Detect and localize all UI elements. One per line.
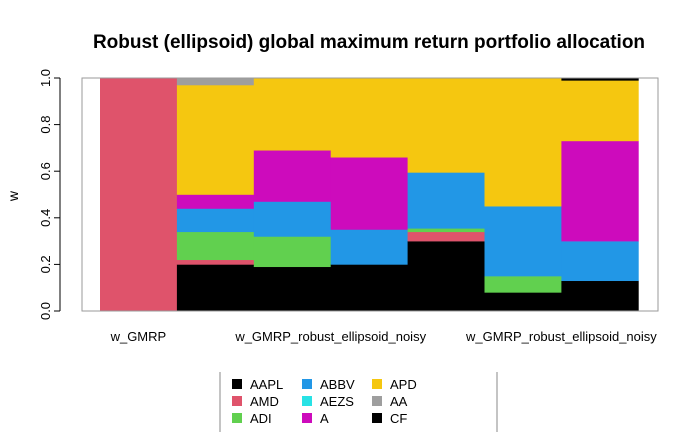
bar-segment-adi-5 — [407, 228, 485, 233]
bar-segment-apd-5 — [407, 78, 485, 173]
bar-stack-group — [100, 78, 639, 312]
legend-swatch-aapl — [232, 379, 242, 389]
bar-segment-abbv-4 — [330, 229, 408, 265]
bar-segment-abbv-2 — [176, 208, 255, 233]
plot-frame — [81, 77, 659, 312]
bar-segment-a-7 — [561, 140, 639, 242]
y-tick-label: 0.4 — [38, 209, 53, 227]
legend-label-amd: AMD — [250, 394, 279, 409]
bar-segment-apd-6 — [484, 78, 562, 207]
bar-segment-a-4 — [330, 157, 408, 230]
x-tick-label: w_GMRP_robust_ellipsoid_noisy — [234, 329, 426, 344]
bar-segment-amd-5 — [407, 231, 485, 242]
bar-segment-cf-7 — [561, 78, 639, 81]
bar-segment-abbv-5 — [407, 172, 485, 229]
legend-label-aezs: AEZS — [320, 394, 354, 409]
y-tick-label: 0.2 — [38, 255, 53, 273]
bar-segment-adi-3 — [253, 236, 332, 268]
legend-label-aapl: AAPL — [250, 377, 283, 392]
y-tick-label: 0.0 — [38, 302, 53, 320]
bar-segment-abbv-3 — [253, 201, 332, 237]
bar-segment-amd-1 — [100, 78, 178, 312]
bar-segment-aapl-5 — [407, 241, 485, 312]
x-tick-label: w_GMRP_robust_ellipsoid_noisy — [465, 329, 657, 344]
legend-swatch-aezs — [302, 396, 312, 406]
legend: AAPL AMD ADI ABBV AEZS A APD AA CF — [219, 372, 498, 432]
y-tick-label: 0.6 — [38, 162, 53, 180]
x-axis: w_GMRP w_GMRP_robust_ellipsoid_noisy w_GMR… — [110, 329, 658, 344]
y-axis: 0.0 0.2 0.4 0.6 0.8 1.0 — [38, 69, 61, 320]
legend-label-apd: APD — [390, 377, 417, 392]
legend-swatch-amd — [232, 396, 242, 406]
y-axis-label: w — [5, 190, 21, 202]
chart-title: Robust (ellipsoid) global maximum return… — [93, 32, 645, 53]
legend-swatch-apd — [372, 379, 382, 389]
bar-segment-adi-6 — [484, 276, 562, 293]
legend-label-cf: CF — [390, 411, 407, 426]
bar-segment-a-3 — [253, 150, 332, 202]
bar-segment-abbv-7 — [561, 241, 639, 282]
bar-segment-aapl-6 — [484, 292, 562, 312]
bar-segment-apd-2 — [176, 84, 255, 195]
legend-label-aa: AA — [390, 394, 408, 409]
bar-segment-adi-2 — [176, 231, 255, 261]
legend-label-abbv: ABBV — [320, 377, 355, 392]
bar-segment-a-2 — [176, 194, 255, 209]
bar-segment-apd-3 — [253, 78, 332, 151]
legend-label-a: A — [320, 411, 329, 426]
bar-segment-aapl-7 — [561, 280, 639, 312]
bar-segment-apd-7 — [561, 80, 639, 142]
legend-label-adi: ADI — [250, 411, 272, 426]
y-tick-label: 0.8 — [38, 116, 53, 134]
bar-segment-apd-4 — [330, 78, 408, 158]
bar-segment-amd-2 — [176, 259, 255, 265]
bar-segment-abbv-6 — [484, 206, 562, 277]
y-tick-label: 1.0 — [38, 69, 53, 87]
bar-segment-aapl-4 — [330, 264, 408, 312]
bar-segment-aapl-2 — [176, 264, 255, 312]
legend-swatch-abbv — [302, 379, 312, 389]
x-tick-label: w_GMRP — [110, 329, 167, 344]
legend-swatch-cf — [372, 413, 382, 423]
legend-swatch-aa — [372, 396, 382, 406]
legend-swatch-adi — [232, 413, 242, 423]
bar-segment-aa-2 — [176, 78, 255, 86]
bar-segment-aapl-3 — [253, 266, 332, 312]
legend-swatch-a — [302, 413, 312, 423]
